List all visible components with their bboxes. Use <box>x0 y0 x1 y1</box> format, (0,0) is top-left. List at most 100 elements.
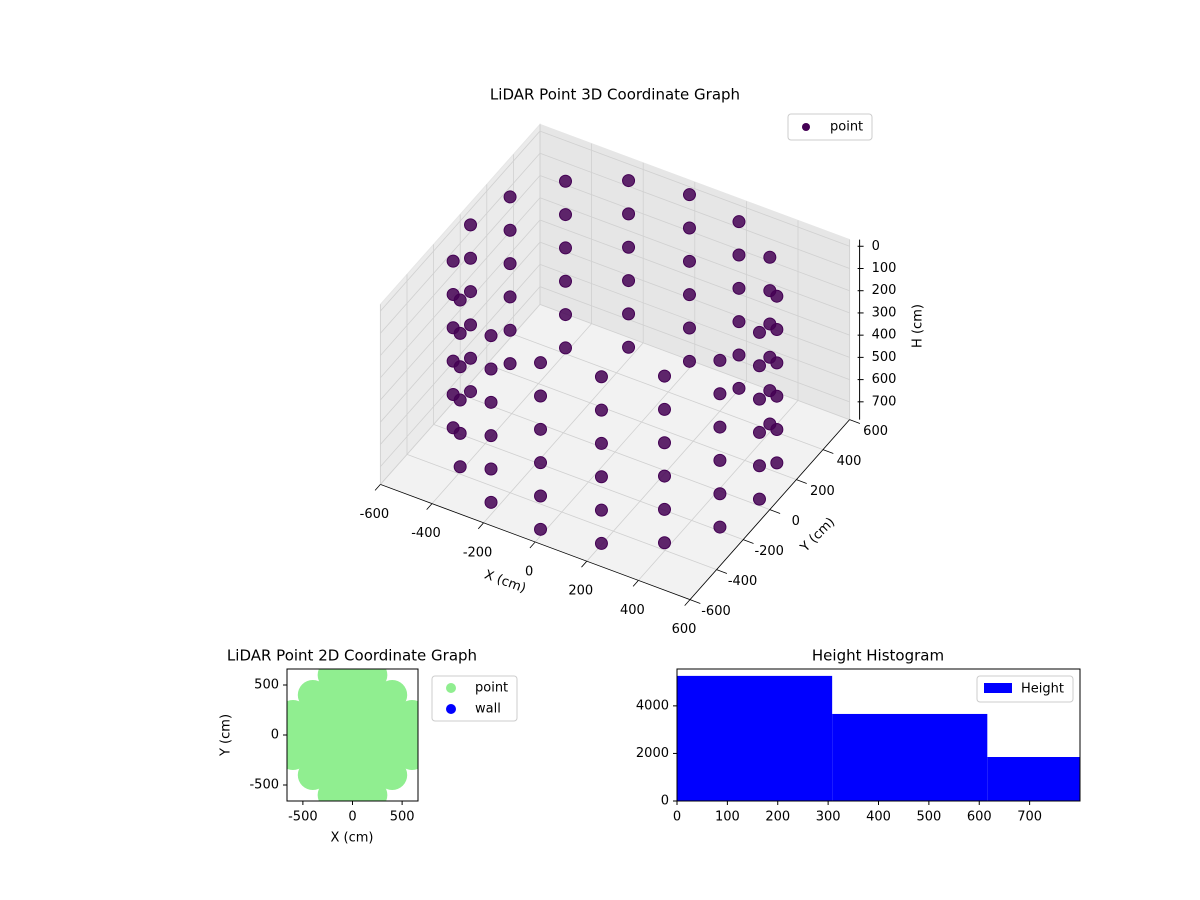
point <box>503 290 517 304</box>
point <box>484 429 498 443</box>
x-tick-label: 200 <box>765 810 790 825</box>
point <box>713 520 727 534</box>
point <box>484 395 498 409</box>
grid-line <box>380 175 541 356</box>
legend-marker <box>802 123 810 131</box>
point <box>594 470 608 484</box>
grid-line <box>539 264 850 380</box>
grid-line <box>486 364 797 480</box>
point <box>752 459 766 473</box>
point <box>732 348 746 362</box>
point <box>682 221 696 235</box>
legend-marker <box>446 683 456 693</box>
point <box>534 356 548 370</box>
x-tick-label: 600 <box>967 810 992 825</box>
point <box>594 370 608 384</box>
x-axis-label: X (cm) <box>331 831 374 846</box>
point <box>484 462 498 476</box>
legend-frame <box>976 675 1074 703</box>
point <box>446 254 460 268</box>
tick-mark <box>769 509 781 514</box>
y-axis-label: Y (cm) <box>219 714 234 757</box>
point <box>534 522 548 536</box>
grid-line <box>539 175 850 292</box>
point <box>658 402 671 416</box>
point <box>770 389 784 403</box>
x-tick-label: -400 <box>411 526 441 541</box>
tick-mark <box>849 419 861 424</box>
point <box>658 536 671 550</box>
grid-line <box>380 153 541 334</box>
point <box>770 323 784 337</box>
point <box>534 456 548 470</box>
x-tick-label: -200 <box>463 545 493 560</box>
point <box>559 341 572 355</box>
y-tick-label: 2000 <box>636 746 669 761</box>
grid-line <box>539 286 850 403</box>
x-tick-label: -600 <box>360 507 390 522</box>
y-axis-label: Y (cm) <box>797 515 838 556</box>
tick-mark <box>426 503 433 510</box>
point <box>770 356 784 370</box>
y-tick-label: 400 <box>837 454 862 469</box>
point <box>622 340 636 354</box>
point <box>503 257 517 271</box>
point <box>594 436 608 450</box>
legend-frame <box>787 113 873 141</box>
grid-line <box>539 197 850 314</box>
tick-mark <box>743 539 754 544</box>
point <box>713 453 727 467</box>
point <box>453 393 467 407</box>
grid-line <box>539 130 850 247</box>
tick-mark <box>632 580 639 587</box>
point <box>453 460 467 474</box>
point <box>534 389 548 403</box>
point <box>503 190 517 204</box>
x-tick-label: 300 <box>816 810 841 825</box>
x-tick-label: 400 <box>620 603 645 618</box>
point <box>559 308 572 322</box>
point <box>464 251 478 265</box>
legend-label: wall <box>475 702 501 717</box>
z-tick-label: 600 <box>872 372 897 387</box>
point <box>732 381 746 395</box>
bar <box>832 713 988 801</box>
point <box>658 502 671 516</box>
grid-line <box>539 241 850 358</box>
point <box>752 492 766 506</box>
grid-line <box>380 219 541 401</box>
point <box>534 489 548 503</box>
x-tick-label: 400 <box>866 810 891 825</box>
tick-mark <box>716 569 728 574</box>
point <box>559 241 572 255</box>
point <box>732 215 746 229</box>
y-tick-label: 4000 <box>636 698 669 713</box>
point <box>752 425 766 439</box>
point <box>713 353 727 367</box>
grid-line <box>539 152 850 269</box>
point <box>559 174 572 188</box>
tick-mark <box>581 560 588 568</box>
legend-label: point <box>475 681 508 696</box>
point <box>658 369 671 383</box>
legend-label: point <box>830 120 863 135</box>
y-tick-label: 500 <box>254 678 279 693</box>
y-tick-label: -500 <box>249 778 279 793</box>
grid-line <box>433 424 744 540</box>
y-tick-label: -400 <box>728 574 758 589</box>
legend-frame <box>431 675 518 722</box>
point <box>484 362 498 376</box>
point <box>770 289 784 303</box>
point <box>484 495 498 509</box>
y-tick-label: -600 <box>701 604 731 619</box>
point <box>658 436 671 450</box>
point <box>622 174 636 188</box>
legend-label: Height <box>1021 682 1064 697</box>
x-axis-line <box>380 484 691 600</box>
point <box>658 469 671 483</box>
point <box>503 323 517 337</box>
y-tick-label: 600 <box>863 424 888 439</box>
point <box>357 669 388 690</box>
point <box>682 321 696 335</box>
point <box>732 315 746 329</box>
